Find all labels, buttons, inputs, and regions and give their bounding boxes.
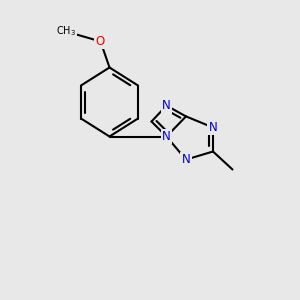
Text: CH$_3$: CH$_3$ bbox=[56, 25, 76, 38]
Text: N: N bbox=[182, 153, 190, 166]
Text: N: N bbox=[162, 99, 171, 112]
Text: N: N bbox=[208, 121, 217, 134]
Text: N: N bbox=[162, 130, 171, 143]
Text: O: O bbox=[96, 35, 105, 48]
